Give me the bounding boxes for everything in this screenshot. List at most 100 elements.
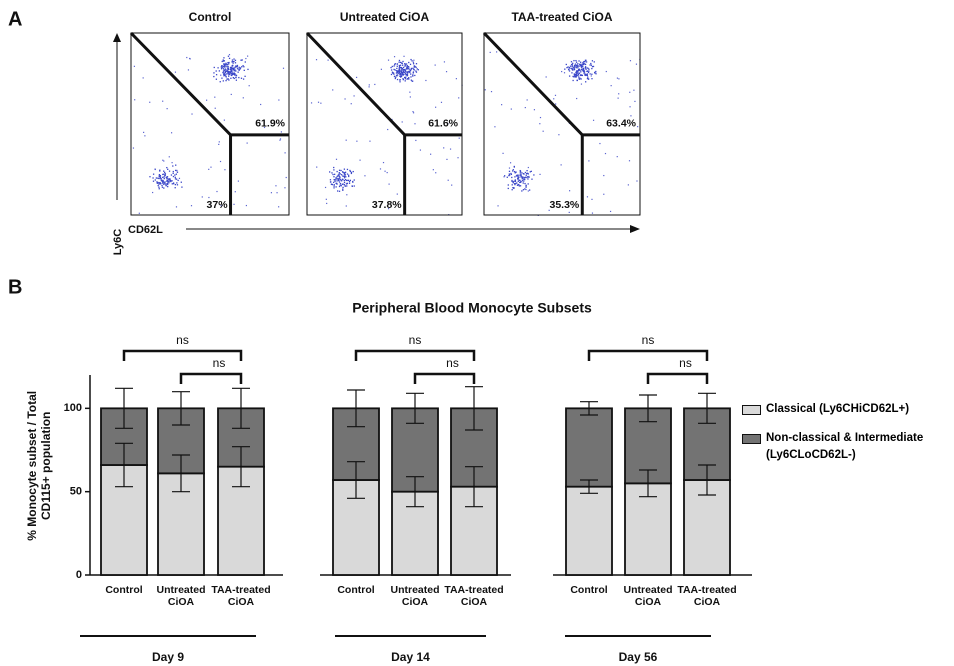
event-dot	[402, 65, 403, 66]
event-dot	[577, 67, 578, 68]
event-dot	[176, 182, 177, 183]
event-dot	[533, 174, 534, 175]
event-dot	[345, 185, 346, 186]
event-dot	[531, 171, 532, 172]
event-dot	[328, 60, 329, 61]
event-dot	[399, 72, 400, 73]
event-dot	[402, 78, 403, 79]
event-dot	[569, 190, 570, 191]
event-dot	[569, 70, 570, 71]
gate-label: 61.9%	[255, 118, 285, 130]
event-dot	[405, 78, 406, 79]
event-dot	[354, 185, 355, 186]
event-dot	[149, 176, 150, 177]
event-dot	[531, 179, 532, 180]
event-dot	[578, 77, 579, 78]
event-dot	[520, 172, 521, 173]
event-dot	[331, 172, 332, 173]
event-dot	[333, 182, 334, 183]
event-dot	[572, 63, 573, 64]
event-dot	[347, 180, 348, 181]
event-dot	[334, 181, 335, 182]
event-dot	[513, 169, 514, 170]
event-dot	[575, 72, 576, 73]
event-dot	[587, 196, 588, 197]
event-dot	[511, 177, 512, 178]
event-dot	[232, 61, 233, 62]
event-dot	[485, 89, 486, 90]
event-dot	[603, 194, 604, 195]
y-tick-label: 100	[64, 402, 82, 414]
event-dot	[503, 176, 504, 177]
event-dot	[232, 59, 233, 60]
event-dot	[402, 121, 403, 122]
event-dot	[230, 78, 231, 79]
event-dot	[397, 71, 398, 72]
event-dot	[594, 61, 595, 62]
event-dot	[281, 131, 282, 132]
event-dot	[456, 78, 457, 79]
event-dot	[271, 192, 272, 193]
event-dot	[523, 173, 524, 174]
event-dot	[234, 67, 235, 68]
event-dot	[223, 71, 224, 72]
event-dot	[416, 71, 417, 72]
event-dot	[175, 184, 176, 185]
event-dot	[595, 73, 596, 74]
bar-segment	[566, 487, 612, 575]
gate-label: 35.3%	[549, 199, 579, 211]
event-dot	[435, 107, 436, 108]
event-dot	[433, 169, 434, 170]
event-dot	[344, 169, 345, 170]
event-dot	[333, 169, 334, 170]
event-dot	[399, 76, 400, 77]
figure: A B Peripheral Blood Monocyte Subsets Co…	[0, 0, 954, 666]
event-dot	[430, 154, 431, 155]
event-dot	[514, 176, 515, 177]
event-dot	[592, 213, 593, 214]
event-dot	[408, 66, 409, 67]
event-dot	[599, 143, 600, 144]
event-dot	[144, 135, 145, 136]
event-dot	[350, 180, 351, 181]
event-dot	[525, 107, 526, 108]
event-dot	[414, 123, 415, 124]
event-dot	[585, 81, 586, 82]
event-dot	[578, 75, 579, 76]
event-dot	[213, 76, 214, 77]
event-dot	[316, 167, 317, 168]
event-dot	[528, 176, 529, 177]
event-dot	[334, 174, 335, 175]
event-dot	[336, 171, 337, 172]
event-dot	[400, 79, 401, 80]
event-dot	[520, 182, 521, 183]
event-dot	[345, 176, 346, 177]
event-dot	[348, 176, 349, 177]
event-dot	[591, 78, 592, 79]
event-dot	[347, 173, 348, 174]
event-dot	[443, 147, 444, 148]
event-dot	[420, 149, 421, 150]
event-dot	[133, 147, 134, 148]
event-dot	[339, 172, 340, 173]
event-dot	[284, 152, 285, 153]
event-dot	[166, 185, 167, 186]
event-dot	[407, 72, 408, 73]
event-dot	[220, 81, 221, 82]
legend-item: Classical (Ly6CHiCD62L+)	[742, 401, 947, 418]
event-dot	[402, 61, 403, 62]
event-dot	[177, 180, 178, 181]
event-dot	[411, 60, 412, 61]
event-dot	[283, 68, 284, 69]
event-dot	[409, 92, 410, 93]
event-dot	[165, 175, 166, 176]
event-dot	[414, 65, 415, 66]
event-dot	[555, 103, 556, 104]
event-dot	[525, 172, 526, 173]
event-dot	[576, 67, 577, 68]
event-dot	[166, 167, 167, 168]
event-dot	[390, 67, 391, 68]
event-dot	[160, 175, 161, 176]
event-dot	[637, 126, 638, 127]
event-dot	[351, 172, 352, 173]
